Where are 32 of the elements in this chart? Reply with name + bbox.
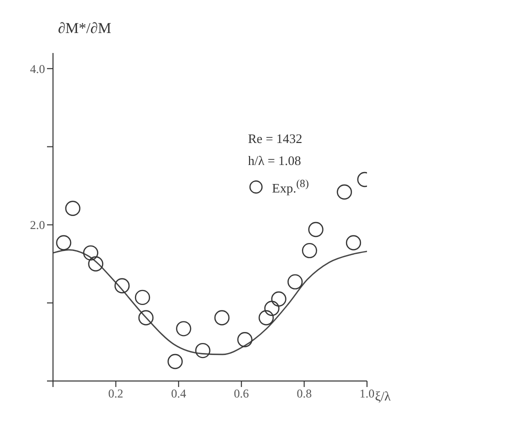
x-tick-label: 0.8 (296, 386, 312, 401)
annotation: Re = 1432 (248, 130, 302, 148)
point (114, 278, 130, 294)
point (195, 342, 210, 358)
point (346, 235, 362, 250)
point (308, 222, 324, 238)
point (214, 310, 230, 326)
x-axis-title: ξ/λ (375, 388, 392, 404)
y-tick-label: 2.0 (30, 218, 45, 232)
x-tick-label: 0.2 (108, 386, 124, 401)
y-tick-label: 4.0 (30, 62, 45, 76)
point (237, 332, 252, 348)
x-tick-label: 0.6 (234, 386, 249, 401)
legend-label: Exp.$^{(8)}$ (272, 178, 309, 196)
point (134, 290, 150, 306)
point (271, 291, 286, 307)
x-tick-label: 0.4 (171, 386, 186, 401)
point (168, 354, 183, 370)
annotation: h/λ = 1.08 (248, 152, 302, 170)
point (56, 235, 72, 250)
point (264, 300, 280, 316)
point (65, 200, 80, 216)
point (258, 310, 274, 326)
point (83, 245, 98, 261)
point (287, 274, 303, 290)
y-axis-title: ∂M*/∂M (58, 21, 112, 37)
x-tick-label: 1.0 (360, 386, 374, 401)
point (302, 242, 318, 258)
point (138, 310, 154, 326)
point (88, 256, 104, 272)
point (176, 321, 192, 336)
point (336, 184, 352, 200)
